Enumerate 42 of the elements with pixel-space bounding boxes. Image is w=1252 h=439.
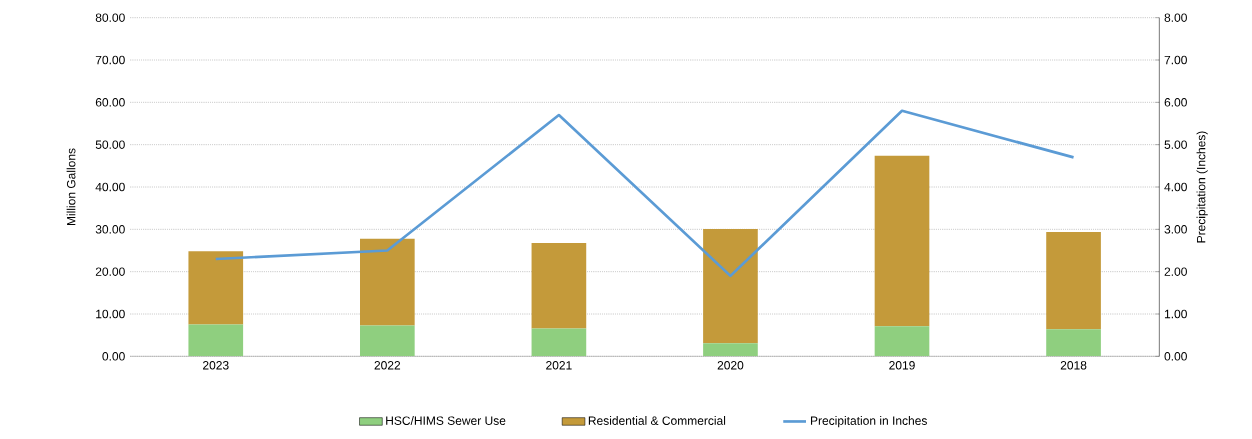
y2-axis-title: Precipitation (Inches) — [1196, 131, 1208, 243]
y-tick-label: 40.00 — [95, 182, 125, 192]
bar — [874, 155, 930, 327]
y-tick-label: 80.00 — [95, 13, 125, 22]
y-tick-label: 0.00 — [102, 352, 125, 361]
y-tick-label: 10.00 — [96, 309, 125, 319]
y2-tick-label: 1.00 — [1164, 309, 1187, 319]
bar — [1046, 231, 1101, 330]
bar — [360, 238, 415, 326]
x-tick-label: 2019 — [889, 361, 915, 370]
bar — [1046, 329, 1101, 357]
x-tick-label: 2022 — [374, 361, 401, 370]
y2-tick-label: 8.00 — [1164, 13, 1187, 22]
y2-tick-label: 0.00 — [1164, 352, 1187, 361]
bar — [188, 324, 244, 357]
y2-tick-label: 7.00 — [1164, 55, 1187, 65]
y-tick-label: 20.00 — [95, 267, 125, 276]
line-series — [214, 109, 1075, 278]
bar — [531, 242, 587, 329]
y-tick-label: 30.00 — [95, 225, 125, 234]
x-tick-label: 2023 — [203, 361, 229, 370]
y2-tick-label: 4.00 — [1164, 182, 1187, 192]
y-tick-label: 60.00 — [95, 98, 125, 107]
y-axis-title: Million Gallons — [66, 148, 76, 226]
bar — [874, 326, 930, 357]
y2-tick-label: 3.00 — [1164, 225, 1187, 234]
bar — [531, 328, 587, 357]
y2-tick-label: 5.00 — [1164, 140, 1187, 149]
bar — [360, 325, 415, 357]
bar — [188, 251, 244, 325]
legend-label: HSC/HIMS Sewer Use — [386, 416, 506, 425]
y2-tick-label: 6.00 — [1164, 98, 1187, 107]
y-tick-label: 70.00 — [95, 55, 125, 65]
x-tick-label: 2018 — [1060, 361, 1087, 370]
y-tick-label: 50.00 — [95, 140, 125, 149]
legend-label: Residential & Commercial — [588, 416, 726, 425]
bar — [703, 228, 758, 344]
y2-tick-label: 2.00 — [1164, 267, 1187, 276]
x-tick-label: 2020 — [717, 361, 744, 370]
bar — [703, 343, 758, 357]
legend-label: Precipitation in Inches — [810, 416, 927, 428]
x-tick-label: 2021 — [546, 361, 572, 370]
